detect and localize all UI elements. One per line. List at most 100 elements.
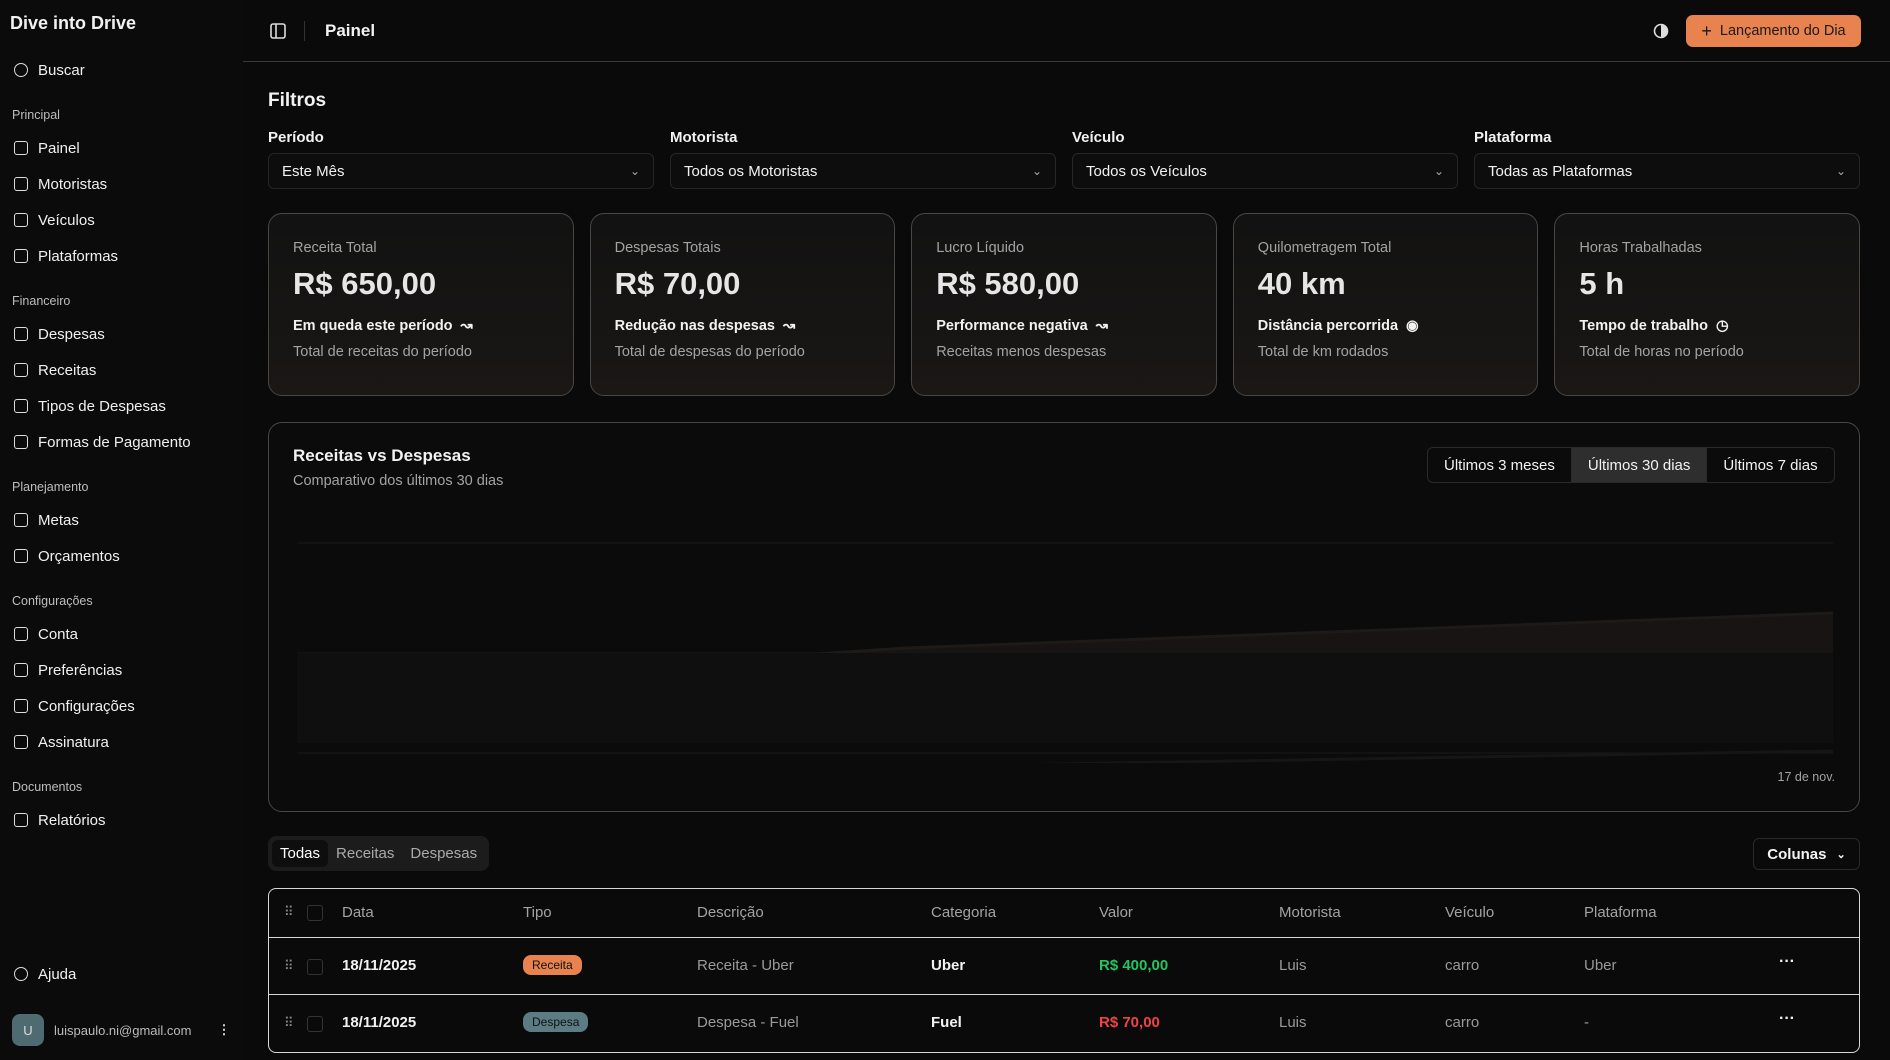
- stat-trend: Tempo de trabalho ◷: [1579, 318, 1835, 334]
- nav-item[interactable]: Conta: [0, 616, 243, 652]
- nav-item[interactable]: Formas de Pagamento: [0, 424, 243, 460]
- nav-item[interactable]: Painel: [0, 130, 243, 166]
- columns-button[interactable]: Colunas ⌄: [1753, 838, 1860, 870]
- value: Todos os Motoristas: [684, 162, 818, 180]
- area-despesas: [297, 653, 1833, 743]
- platform: Uber: [1584, 957, 1617, 974]
- label: Metas: [38, 511, 79, 529]
- stat-note: Total de km rodados: [1257, 344, 1389, 360]
- range-option[interactable]: Últimos 7 dias: [1706, 448, 1833, 482]
- platform: -: [1584, 1014, 1589, 1031]
- column-header: Veículo: [1445, 904, 1495, 921]
- value: Todas as Plataformas: [1488, 162, 1633, 180]
- help[interactable]: Ajuda: [0, 956, 243, 992]
- description: Receita - Uber: [697, 957, 794, 974]
- icon: [14, 813, 28, 827]
- nav-item[interactable]: Preferências: [0, 652, 243, 688]
- chevron: ⌄: [1836, 848, 1846, 861]
- value: Este Mês: [282, 162, 345, 180]
- trend-text: Performance negativa: [936, 318, 1088, 334]
- filter-select[interactable]: Todos os Veículos ⌄: [1072, 153, 1458, 189]
- range-option[interactable]: Últimos 3 meses: [1444, 456, 1555, 474]
- stat-note: Total de horas no período: [1579, 344, 1744, 360]
- stat-label: Despesas Totais: [614, 240, 721, 256]
- nav-item[interactable]: Assinatura: [0, 724, 243, 760]
- icon: [14, 435, 28, 449]
- page-title: Painel: [325, 21, 376, 40]
- nav-item[interactable]: Relatórios: [0, 802, 243, 838]
- main: Painel + Lançamento do Dia Filtros Períod…: [243, 0, 1890, 1060]
- area-chart: [297, 542, 1833, 763]
- icon: [14, 399, 28, 413]
- divider: [304, 21, 305, 41]
- icon: [14, 177, 28, 191]
- nav-item[interactable]: Plataformas: [0, 238, 243, 274]
- nav-item[interactable]: Orçamentos: [0, 538, 243, 574]
- tab[interactable]: Despesas: [410, 845, 478, 862]
- nav-item[interactable]: Configurações: [0, 688, 243, 724]
- checkbox[interactable]: [307, 905, 323, 921]
- type: Despesa: [523, 1012, 589, 1032]
- date: 18/11/2025: [342, 957, 417, 974]
- trend-icon: ↝: [460, 318, 473, 334]
- nav-item[interactable]: Despesas: [0, 316, 243, 352]
- filter-select[interactable]: Todas as Plataformas ⌄: [1474, 153, 1860, 189]
- nav-item[interactable]: Tipos de Despesas: [0, 388, 243, 424]
- stat-value: R$ 70,00: [614, 266, 741, 301]
- label: Receitas: [38, 361, 97, 379]
- chevron: ⌄: [629, 164, 640, 178]
- chevron: ⌄: [1031, 164, 1042, 178]
- icon: [14, 363, 28, 377]
- theme-toggle[interactable]: [1653, 23, 1669, 39]
- amount: R$ 400,00: [1099, 957, 1169, 974]
- header: Painel + Lançamento do Dia: [243, 0, 1890, 62]
- drag-handle[interactable]: ⠿: [284, 957, 294, 973]
- section-title: Documentos: [12, 780, 83, 794]
- sidebar-toggle[interactable]: [270, 23, 286, 39]
- checkbox[interactable]: [307, 958, 323, 975]
- trend-text: Em queda este período: [293, 318, 453, 334]
- section-title: Principal: [12, 108, 60, 122]
- icon: [14, 735, 28, 749]
- search[interactable]: Buscar: [0, 52, 243, 88]
- nav-item[interactable]: Metas: [0, 502, 243, 538]
- stat-value: 5 h: [1579, 266, 1625, 301]
- checkbox[interactable]: [307, 1015, 323, 1032]
- range-option[interactable]: Últimos 30 dias: [1570, 448, 1707, 482]
- stat-trend: Performance negativa ↝: [936, 318, 1192, 334]
- filter-label: Período: [268, 129, 324, 146]
- filter-select[interactable]: Este Mês ⌄: [268, 153, 654, 189]
- stat-card: Quilometragem Total 40 km Distância percor…: [1232, 213, 1539, 396]
- drag-handle[interactable]: ⠿: [284, 1014, 294, 1030]
- label: Buscar: [38, 61, 85, 79]
- filter-select[interactable]: Todos os Motoristas ⌄: [670, 153, 1056, 189]
- label: Conta: [38, 625, 79, 643]
- primary-action[interactable]: + Lançamento do Dia: [1686, 15, 1861, 47]
- line-despesas: [1026, 749, 1833, 763]
- menu[interactable]: ⋮: [217, 1022, 231, 1037]
- chart-card: Receitas vs Despesas Comparativo dos últ…: [268, 422, 1860, 812]
- label: Formas de Pagamento: [38, 433, 191, 451]
- category: Fuel: [931, 1014, 962, 1031]
- drag-handle[interactable]: ⠿: [284, 904, 294, 919]
- row-menu[interactable]: ···: [1779, 1010, 1795, 1027]
- nav-item[interactable]: Veículos: [0, 202, 243, 238]
- nav-item[interactable]: Receitas: [0, 352, 243, 388]
- row-menu[interactable]: ···: [1779, 953, 1795, 970]
- tab[interactable]: Receitas: [336, 845, 395, 862]
- category: Uber: [931, 957, 966, 974]
- label: Assinatura: [38, 733, 109, 751]
- nav: Buscar Principal Painel Motoristas Veículos P…: [0, 52, 243, 838]
- stat-card: Horas Trabalhadas 5 h Tempo de trabalho ◷ To…: [1554, 213, 1860, 396]
- label: Tipos de Despesas: [38, 397, 166, 415]
- nav-item[interactable]: Motoristas: [0, 166, 243, 202]
- tab[interactable]: Todas: [272, 840, 329, 867]
- label: Preferências: [38, 661, 123, 679]
- table-row: ⠿ 18/11/2025 Despesa Despesa - Fuel Fuel R$ 7…: [269, 994, 1859, 1051]
- stat-trend: Em queda este período ↝: [293, 318, 549, 334]
- chevron: ⌄: [1835, 164, 1846, 178]
- filter-label: Veículo: [1072, 129, 1125, 146]
- label: Motoristas: [38, 175, 108, 193]
